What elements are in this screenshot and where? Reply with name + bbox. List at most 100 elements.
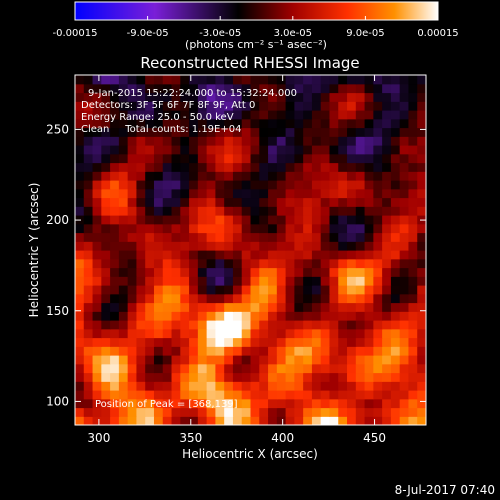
heatmap-cell (355, 215, 366, 225)
heatmap-cell (294, 171, 304, 181)
heatmap-cell (83, 223, 94, 234)
heatmap-cell (417, 372, 426, 382)
heatmap-cell (382, 215, 392, 225)
heatmap-cell (215, 285, 225, 295)
heatmap-cell (136, 223, 146, 234)
heatmap-cell (294, 232, 304, 242)
heatmap-cell (294, 92, 304, 102)
heatmap-cell (259, 337, 269, 347)
heatmap-cell (118, 180, 129, 190)
heatmap-cell (241, 293, 252, 304)
heatmap-cell (136, 285, 146, 295)
heatmap-cell (118, 398, 129, 409)
heatmap-cell (206, 83, 216, 94)
heatmap-cell (83, 398, 94, 409)
heatmap-cell (171, 241, 181, 251)
heatmap-cell (329, 232, 339, 242)
heatmap-cell (197, 171, 208, 181)
heatmap-cell (276, 127, 287, 137)
heatmap-cell (268, 171, 278, 181)
heatmap-cell (268, 407, 278, 417)
heatmap-cell (303, 145, 313, 155)
heatmap-cell (250, 110, 260, 120)
heatmap-cell (276, 363, 287, 374)
heatmap-cell (338, 276, 348, 286)
heatmap-cell (347, 258, 357, 269)
heatmap-cell (215, 250, 225, 260)
heatmap-cell (285, 101, 295, 111)
heatmap-cell (127, 390, 138, 400)
heatmap-cell (145, 232, 155, 242)
heatmap-cell (329, 302, 339, 312)
heatmap-cell (347, 180, 357, 190)
heatmap-cell (136, 206, 146, 216)
heatmap-cell (268, 363, 278, 374)
heatmap-cell (329, 180, 339, 190)
annotation-detectors: Detectors: 3F 5F 6F 7F 8F 9F, Att 0 (81, 100, 255, 111)
heatmap-cell (206, 390, 216, 400)
heatmap-cell (145, 390, 155, 400)
heatmap-cell (329, 328, 339, 339)
heatmap-cell (303, 75, 313, 85)
heatmap-cell (180, 241, 190, 251)
x-tick-label: 400 (271, 431, 294, 445)
heatmap-cell (382, 285, 392, 295)
heatmap-cell (285, 180, 295, 190)
heatmap-cell (338, 302, 348, 312)
heatmap-cell (215, 267, 225, 277)
heatmap-cell (364, 355, 374, 365)
heatmap-cell (355, 180, 366, 190)
heatmap-cell (136, 320, 146, 330)
heatmap-cell (75, 276, 85, 286)
heatmap-cell (206, 320, 216, 330)
heatmap-cell (311, 136, 322, 146)
heatmap-cell (189, 381, 199, 391)
heatmap-cell (311, 346, 322, 356)
heatmap-cell (250, 162, 260, 172)
heatmap-cell (189, 188, 199, 199)
heatmap-cell (417, 285, 426, 295)
heatmap-cell (329, 390, 339, 400)
heatmap-cell (338, 215, 348, 225)
heatmap-cell (232, 328, 243, 339)
heatmap-cell (127, 258, 138, 269)
heatmap-cell (180, 363, 190, 374)
heatmap-cell (171, 180, 181, 190)
heatmap-cell (110, 180, 120, 190)
heatmap-cell (92, 267, 102, 277)
heatmap-cell (215, 320, 225, 330)
heatmap-cell (417, 145, 426, 155)
heatmap-cell (250, 136, 260, 146)
heatmap-cell (373, 355, 383, 365)
heatmap-cell (153, 101, 164, 111)
heatmap-cell (136, 381, 146, 391)
heatmap-cell (320, 197, 331, 207)
heatmap-cell (373, 372, 383, 382)
heatmap-cell (232, 267, 243, 277)
heatmap-cell (250, 188, 260, 199)
heatmap-cell (197, 206, 208, 216)
heatmap-cell (136, 276, 146, 286)
heatmap-cell (329, 188, 339, 199)
heatmap-cell (241, 206, 252, 216)
heatmap-cell (382, 372, 392, 382)
heatmap-cell (101, 381, 111, 391)
heatmap-cell (197, 311, 208, 321)
heatmap-cell (338, 241, 348, 251)
heatmap-cell (153, 162, 164, 172)
heatmap-cell (224, 416, 234, 425)
heatmap-cell (241, 145, 252, 155)
heatmap-cell (171, 293, 181, 304)
heatmap-cell (285, 215, 295, 225)
heatmap-cell (92, 136, 102, 146)
heatmap-cell (110, 363, 120, 374)
heatmap-cell (127, 302, 138, 312)
heatmap-cell (127, 232, 138, 242)
heatmap-cell (171, 258, 181, 269)
heatmap-cell (206, 328, 216, 339)
heatmap-cell (145, 180, 155, 190)
heatmap-cell (294, 223, 304, 234)
heatmap-cell (417, 180, 426, 190)
heatmap-cell (224, 197, 234, 207)
